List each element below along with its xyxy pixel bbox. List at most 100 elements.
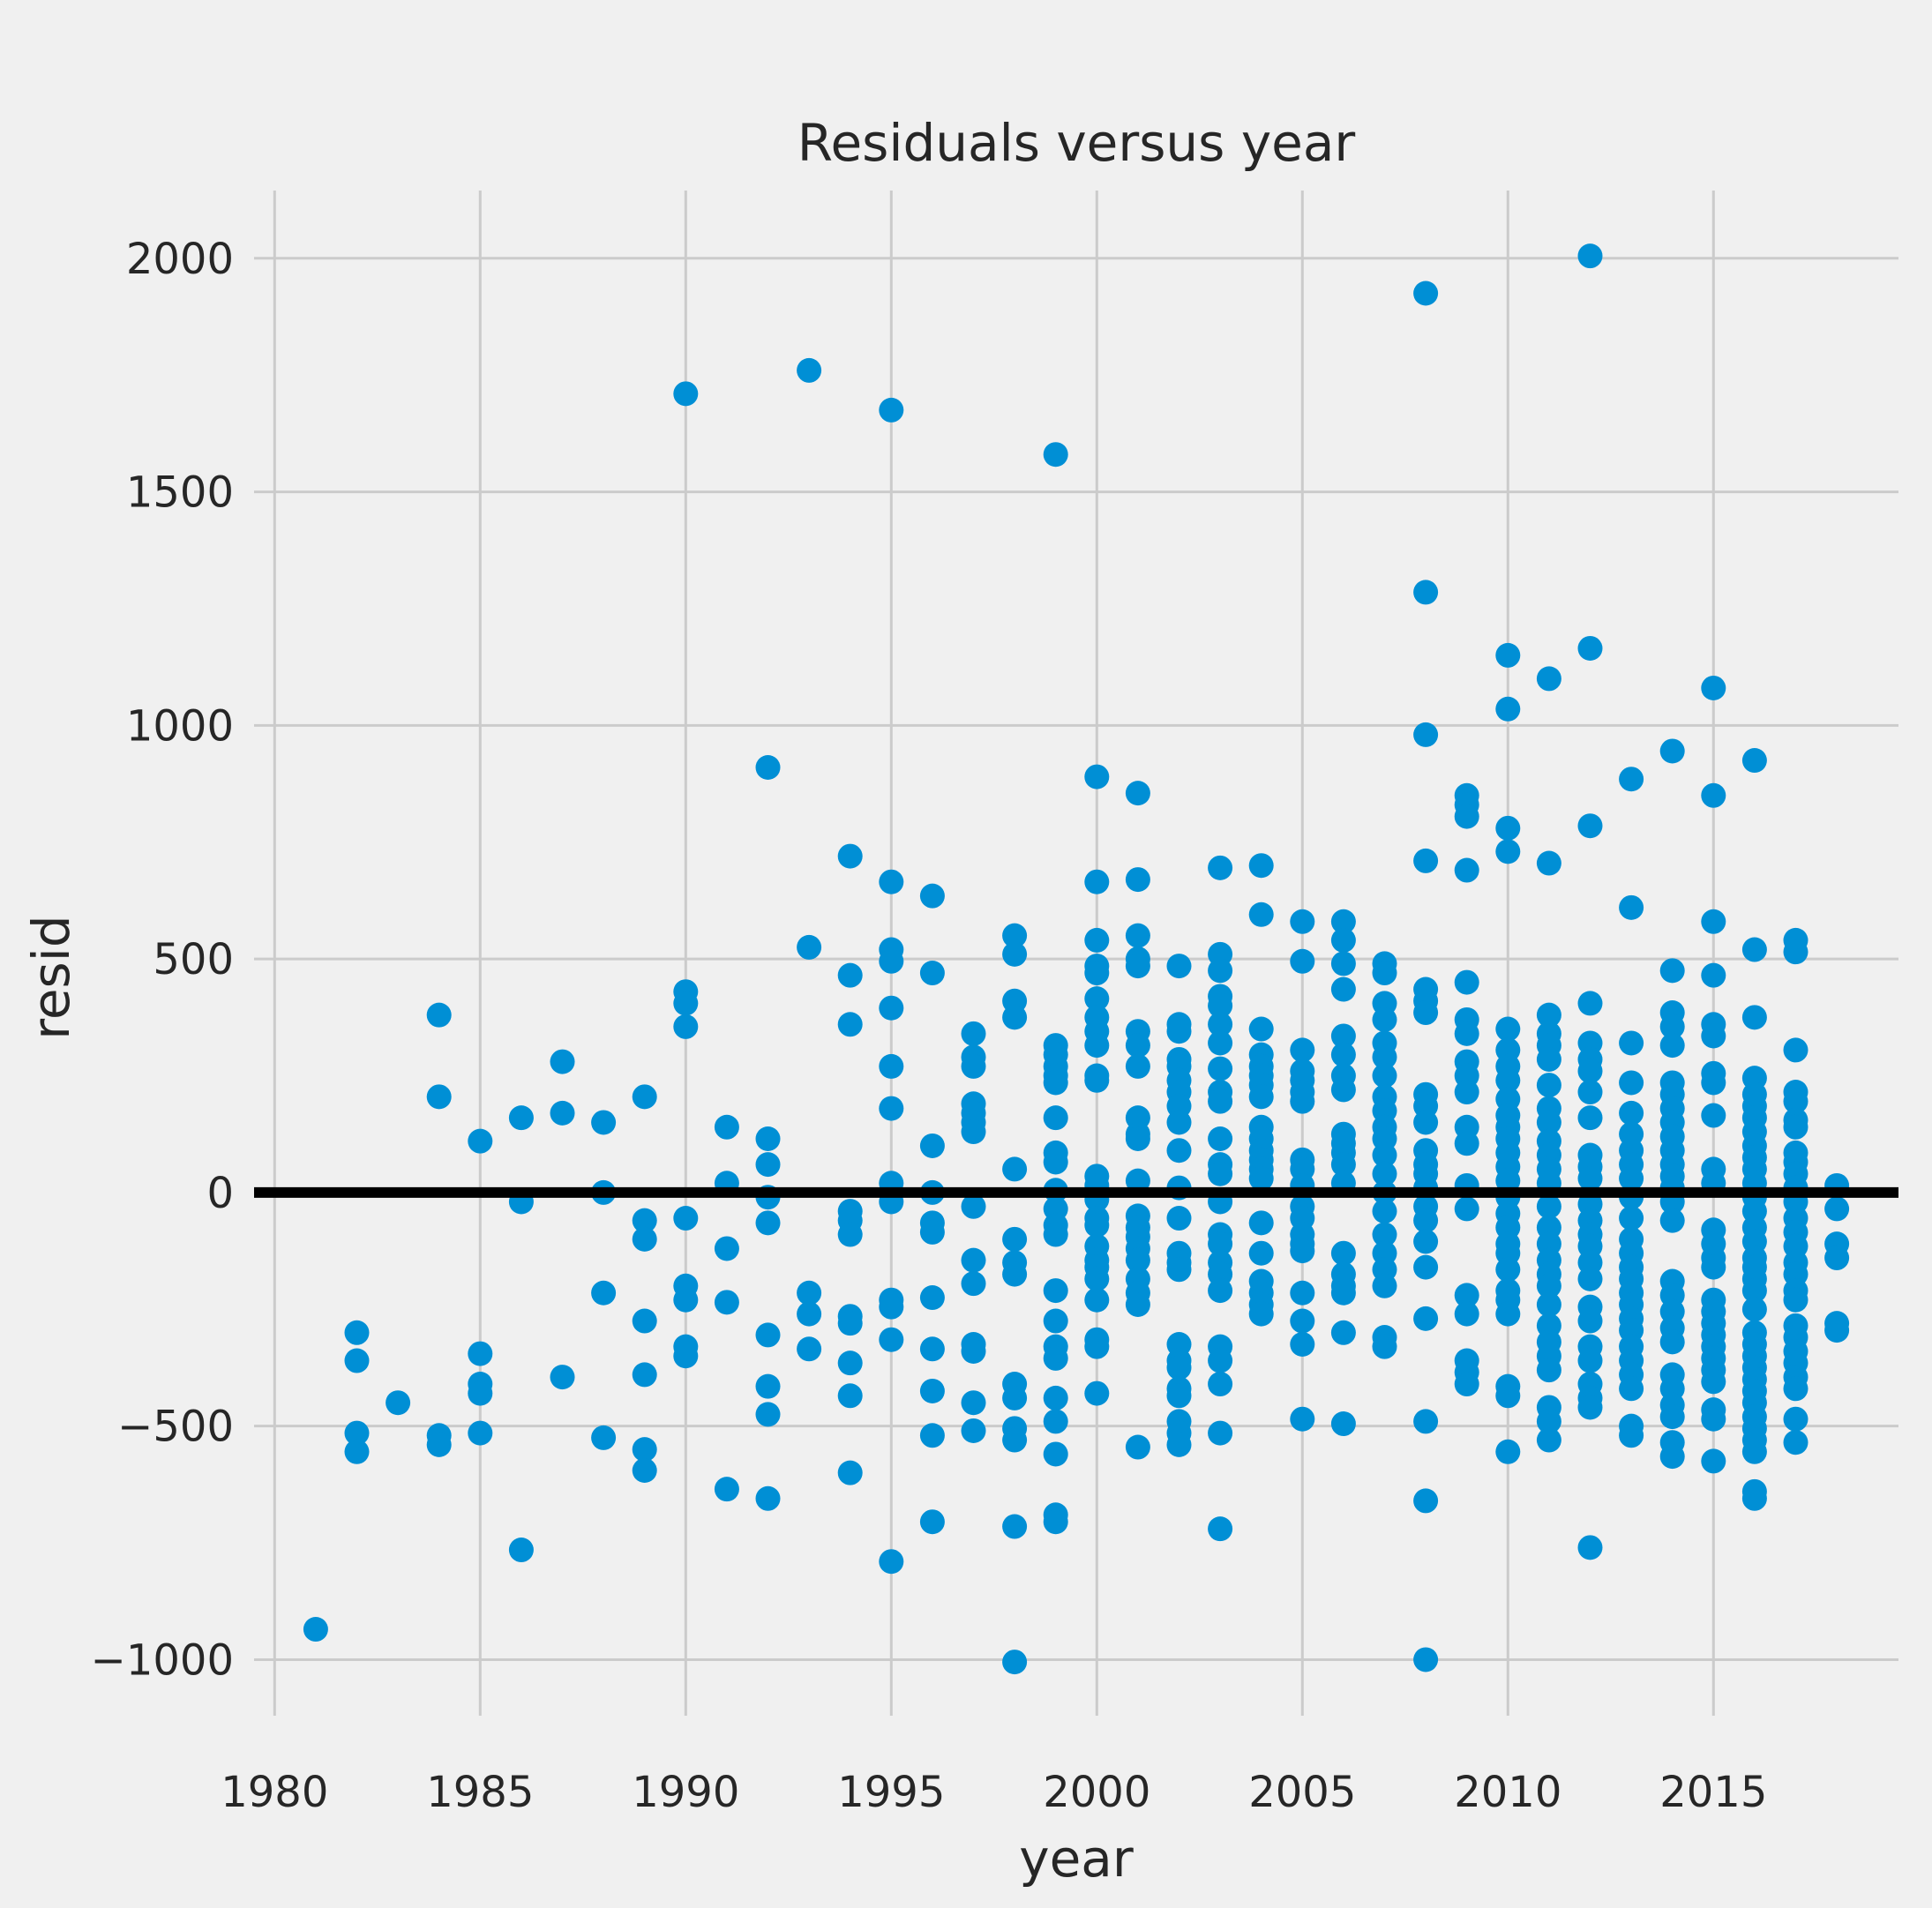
data-point: [1002, 1514, 1028, 1539]
x-tick-label: 1995: [837, 1768, 945, 1817]
data-point: [1659, 1014, 1685, 1039]
data-point: [1208, 958, 1233, 984]
data-point: [879, 948, 904, 974]
data-point: [1495, 1383, 1521, 1409]
data-point: [1043, 1278, 1068, 1304]
data-point: [1248, 1166, 1274, 1192]
data-point: [1783, 1114, 1808, 1140]
data-point: [1619, 767, 1644, 792]
data-point: [961, 1390, 986, 1416]
data-point: [1043, 1385, 1068, 1410]
data-point: [1577, 243, 1603, 269]
data-point: [797, 934, 822, 960]
data-point: [1783, 1406, 1808, 1432]
y-tick-label: −500: [117, 1403, 234, 1452]
data-point: [1084, 986, 1110, 1012]
data-point: [632, 1457, 657, 1483]
data-point: [1125, 1168, 1150, 1193]
data-point: [1248, 1210, 1274, 1236]
x-tick-label: 1990: [632, 1768, 739, 1817]
data-point: [797, 1336, 822, 1362]
data-point: [673, 381, 699, 407]
data-point: [1208, 1161, 1233, 1186]
data-point: [1372, 1142, 1397, 1168]
data-point: [1536, 1273, 1561, 1298]
data-point: [303, 1617, 328, 1642]
data-point: [961, 1338, 986, 1364]
data-point: [1372, 1044, 1397, 1070]
data-point: [879, 869, 904, 894]
data-point: [919, 1133, 945, 1158]
data-point: [1454, 1021, 1479, 1046]
data-point: [1290, 1037, 1315, 1063]
data-point: [1166, 1019, 1192, 1044]
data-point: [1824, 1196, 1850, 1222]
data-point: [673, 991, 699, 1016]
data-point: [1577, 1266, 1603, 1291]
data-point: [591, 1110, 617, 1135]
data-point: [632, 1362, 657, 1388]
data-point: [1248, 1240, 1274, 1266]
data-point: [1495, 1257, 1521, 1283]
data-point: [508, 1105, 534, 1131]
data-point: [1043, 1105, 1068, 1131]
data-point: [1125, 1247, 1150, 1273]
data-point: [797, 1301, 822, 1327]
data-point: [550, 1100, 575, 1126]
data-point: [1577, 1395, 1603, 1420]
data-point: [468, 1380, 493, 1406]
data-point: [1330, 1077, 1356, 1103]
data-point: [1084, 1380, 1110, 1406]
data-point: [1002, 923, 1028, 948]
data-point: [755, 1210, 781, 1236]
data-point: [1659, 1404, 1685, 1430]
data-point: [1043, 1149, 1068, 1175]
data-point: [1290, 1238, 1315, 1264]
data-point: [1208, 1420, 1233, 1446]
chart-title: Residuals versus year: [798, 113, 1356, 173]
data-point: [1454, 857, 1479, 883]
data-point: [1372, 1199, 1397, 1224]
data-point: [1330, 909, 1356, 934]
data-point: [1330, 1023, 1356, 1049]
data-point: [1413, 848, 1439, 873]
data-point: [1208, 1372, 1233, 1397]
data-point: [1619, 1070, 1644, 1096]
data-point: [1166, 954, 1192, 979]
data-point: [1290, 1089, 1315, 1114]
data-point: [1413, 722, 1439, 747]
data-point: [1043, 1222, 1068, 1247]
data-point: [755, 1485, 781, 1511]
data-point: [1413, 1488, 1439, 1514]
data-point: [1741, 1297, 1767, 1322]
data-point: [1824, 1246, 1850, 1271]
data-point: [1330, 1042, 1356, 1067]
data-point: [879, 1327, 904, 1352]
data-point: [1783, 1430, 1808, 1455]
data-point: [1125, 1053, 1150, 1079]
x-tick-label: 2005: [1248, 1768, 1356, 1817]
data-point: [1495, 839, 1521, 864]
data-point: [1248, 853, 1274, 879]
data-point: [1495, 696, 1521, 722]
data-point: [1166, 1383, 1192, 1409]
data-point: [1413, 580, 1439, 605]
data-point: [919, 1378, 945, 1403]
data-point: [632, 1226, 657, 1252]
data-point: [1413, 1254, 1439, 1280]
data-point: [714, 1236, 739, 1261]
data-point: [632, 1308, 657, 1334]
data-point: [1290, 909, 1315, 934]
data-point: [1619, 1206, 1644, 1231]
data-point: [1701, 675, 1726, 700]
data-point: [879, 1549, 904, 1575]
data-point: [1659, 1208, 1685, 1233]
data-point: [961, 1053, 986, 1079]
y-tick-label: 1500: [126, 468, 234, 518]
data-point: [1125, 1033, 1150, 1059]
data-point: [714, 1114, 739, 1140]
data-point: [1413, 1306, 1439, 1331]
data-point: [879, 995, 904, 1021]
data-point: [1536, 1291, 1561, 1317]
data-point: [837, 1311, 863, 1336]
